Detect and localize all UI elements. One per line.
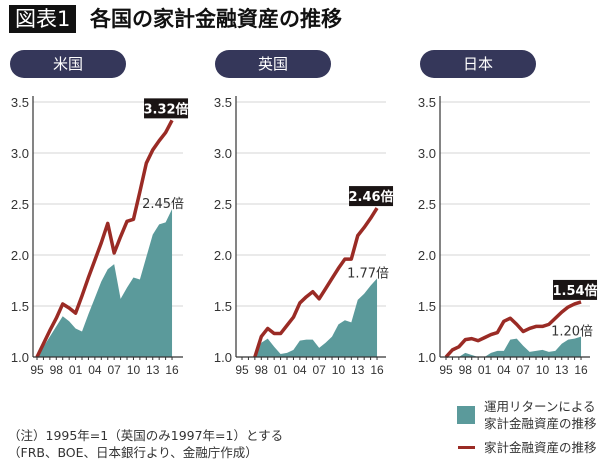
x-tick-label: 13 — [351, 363, 365, 377]
y-tick-label: 1.5 — [214, 299, 232, 314]
x-tick-label: 04 — [293, 363, 307, 377]
y-tick-label: 1.5 — [418, 299, 436, 314]
assets-end-callout-box — [553, 279, 598, 300]
x-tick-label: 95 — [30, 363, 44, 377]
x-tick-label: 10 — [127, 363, 141, 377]
figure-title: 各国の家計金融資産の推移 — [90, 7, 342, 31]
x-tick-label: 07 — [516, 363, 530, 377]
assets-end-callout-box — [349, 186, 394, 207]
return-end-label: 1.77倍 — [347, 266, 389, 281]
assets-end-callout-box — [144, 98, 189, 119]
legend-teal-label-line2: 家計金融資産の推移 — [484, 416, 597, 431]
y-tick-label: 1.0 — [418, 350, 436, 365]
x-tick-label: 95 — [439, 363, 453, 377]
panel-title-japan: 日本 — [420, 50, 536, 78]
assets-line-series — [35, 119, 174, 358]
y-tick-label: 3.5 — [418, 95, 436, 110]
x-tick-label: 04 — [497, 363, 511, 377]
legend-red-label: 家計金融資産の推移 — [484, 440, 597, 455]
assets-end-callout-label: 1.54倍 — [552, 283, 597, 299]
y-tick-label: 2.0 — [11, 248, 29, 263]
return-end-label: 1.20倍 — [551, 325, 593, 340]
assets-end-callout-label: 3.32倍 — [143, 101, 188, 117]
x-tick-label: 01 — [69, 363, 83, 377]
y-tick-label: 3.5 — [214, 95, 232, 110]
panel-title-uk: 英国 — [215, 50, 331, 78]
y-tick-label: 2.0 — [418, 248, 436, 263]
assets-line-series — [444, 300, 582, 359]
x-tick-label: 10 — [332, 363, 346, 377]
figure-number-badge: 図表1 — [9, 5, 77, 33]
return-area-series — [37, 209, 173, 357]
note-base-year: （注）1995年=1（英国のみ1997年=1）とする — [8, 428, 284, 443]
legend-teal-swatch — [457, 406, 475, 424]
x-tick-label: 98 — [255, 363, 269, 377]
y-tick-label: 2.5 — [214, 197, 232, 212]
legend-red-line — [458, 446, 475, 449]
y-tick-label: 2.5 — [11, 197, 29, 212]
y-tick-label: 1.0 — [11, 350, 29, 365]
y-tick-label: 2.0 — [214, 248, 232, 263]
x-tick-label: 98 — [50, 363, 64, 377]
legend-teal-label-line1: 運用リターンによる — [484, 399, 596, 414]
y-tick-label: 1.5 — [11, 299, 29, 314]
y-tick-label: 2.5 — [418, 197, 436, 212]
return-area-series — [446, 336, 582, 357]
y-tick-label: 3.0 — [418, 146, 436, 161]
x-tick-label: 98 — [459, 363, 473, 377]
x-tick-label: 10 — [536, 363, 550, 377]
assets-line-series — [253, 207, 379, 358]
x-tick-label: 07 — [312, 363, 326, 377]
return-area-series — [254, 278, 378, 357]
panel-title-us: 米国 — [10, 50, 126, 78]
y-tick-label: 3.0 — [214, 146, 232, 161]
x-tick-label: 04 — [88, 363, 102, 377]
y-tick-label: 3.0 — [11, 146, 29, 161]
y-tick-label: 1.0 — [214, 350, 232, 365]
x-tick-label: 13 — [146, 363, 160, 377]
note-source: （FRB、BOE、日本銀行より、金融庁作成） — [8, 445, 258, 460]
return-end-label: 2.45倍 — [142, 197, 184, 212]
y-tick-label: 3.5 — [11, 95, 29, 110]
assets-end-callout-label: 2.46倍 — [348, 189, 393, 205]
x-tick-label: 01 — [478, 363, 492, 377]
x-tick-label: 95 — [235, 363, 249, 377]
x-tick-label: 16 — [165, 363, 179, 377]
x-tick-label: 13 — [555, 363, 569, 377]
x-tick-label: 07 — [107, 363, 121, 377]
x-tick-label: 16 — [370, 363, 384, 377]
x-tick-label: 01 — [274, 363, 288, 377]
x-tick-label: 16 — [574, 363, 588, 377]
